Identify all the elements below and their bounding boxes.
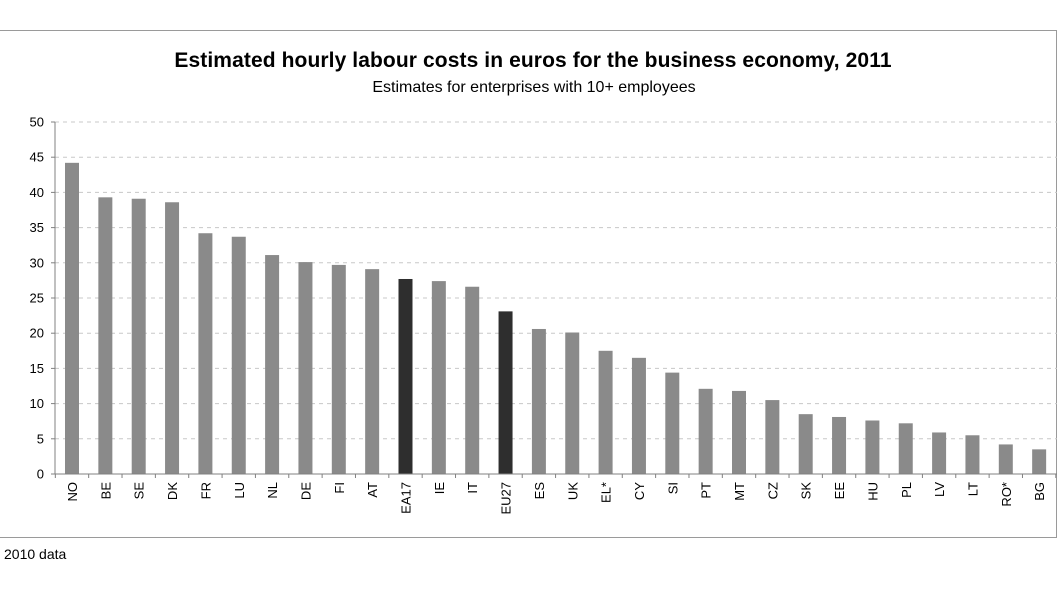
bar-es <box>531 328 546 474</box>
y-tick-labels: 0 5 10 15 20 25 30 35 40 45 50 <box>30 115 44 482</box>
chart-frame <box>0 30 1057 538</box>
x-tick-label: EU27 <box>499 482 514 515</box>
x-tick-label: BE <box>98 482 113 500</box>
bar-ro-star <box>998 444 1013 474</box>
x-tick-label: UK <box>565 482 580 500</box>
bar-hu <box>865 420 880 474</box>
x-tick-label: ES <box>532 482 547 500</box>
y-tick-label: 50 <box>30 115 44 130</box>
x-tick-label: SK <box>799 482 814 500</box>
bar-uk <box>565 332 580 474</box>
bar-nl <box>265 255 280 474</box>
x-tick-label: AT <box>365 482 380 498</box>
bar-be <box>98 197 113 474</box>
x-tick-label: EE <box>832 482 847 500</box>
axes <box>51 121 1057 478</box>
bar-lu <box>231 236 246 474</box>
bar-lt <box>965 435 980 474</box>
x-tick-label: IT <box>465 482 480 494</box>
bar-eu27 <box>498 311 513 474</box>
x-tick-label: IE <box>432 482 447 495</box>
x-tick-label: SE <box>132 482 147 500</box>
chart-title: Estimated hourly labour costs in euros f… <box>174 49 892 72</box>
y-tick-label: 35 <box>30 220 44 235</box>
bar-fr <box>198 233 213 474</box>
x-tick-label: DK <box>165 482 180 500</box>
x-tick-label: RO* <box>999 482 1014 507</box>
x-tick-label: LU <box>232 482 247 499</box>
y-tick-label: 20 <box>30 326 44 341</box>
x-tick-label: FR <box>198 482 213 499</box>
bar-it <box>465 286 480 474</box>
bar-fi <box>331 264 346 474</box>
x-tick-label: NL <box>265 482 280 499</box>
bar-ea17 <box>398 278 413 474</box>
x-tick-label: EA17 <box>399 482 414 514</box>
bars <box>65 162 1047 475</box>
bar-no <box>65 162 79 474</box>
x-tick-label: CZ <box>765 482 780 499</box>
x-tick-label: EL* <box>599 482 614 503</box>
bar-pt <box>698 388 713 474</box>
y-tick-label: 30 <box>30 255 44 270</box>
bar-at <box>365 269 380 474</box>
x-tick-label: FI <box>332 482 347 494</box>
y-tick-label: 25 <box>30 291 44 306</box>
x-tick-label: LT <box>965 482 980 496</box>
x-tick-label: NO <box>65 482 80 502</box>
gridlines <box>55 121 1057 440</box>
bar-lv <box>932 432 947 474</box>
x-tick-label: PT <box>699 482 714 499</box>
bar-se <box>131 198 146 474</box>
x-tick-label: DE <box>298 482 313 500</box>
y-tick-label: 40 <box>30 185 44 200</box>
x-tick-label: SI <box>665 482 680 494</box>
x-tick-labels: NO BE SE DK FR LU NL DE FI AT EA17 IE IT EU27 ES UK EL* C… <box>65 482 1047 515</box>
x-tick-label: HU <box>865 482 880 501</box>
bar-ie <box>431 281 446 474</box>
bar-cz <box>765 400 780 474</box>
x-tick-label: BG <box>1032 482 1047 501</box>
bar-de <box>298 262 313 474</box>
bar-el-star <box>598 350 613 474</box>
bar-pl <box>898 423 913 474</box>
bar-mt <box>732 390 746 474</box>
bar-bg <box>1032 449 1047 474</box>
bar-cy <box>631 357 646 474</box>
x-tick-label: CY <box>632 482 647 500</box>
bar-si <box>665 372 680 474</box>
chart-subtitle: Estimates for enterprises with 10+ emplo… <box>372 79 696 96</box>
x-tick-label: LV <box>932 482 947 497</box>
y-tick-label: 0 <box>37 467 44 482</box>
y-tick-label: 10 <box>30 396 44 411</box>
bar-dk <box>165 202 180 475</box>
bar-sk <box>798 414 813 474</box>
x-tick-label: PL <box>899 482 914 498</box>
x-tick-label: MT <box>732 482 747 501</box>
y-tick-label: 15 <box>30 361 44 376</box>
footnote: 2010 data <box>4 546 67 562</box>
bar-ee <box>832 416 847 474</box>
y-tick-label: 5 <box>37 431 44 446</box>
y-tick-label: 45 <box>30 150 44 165</box>
